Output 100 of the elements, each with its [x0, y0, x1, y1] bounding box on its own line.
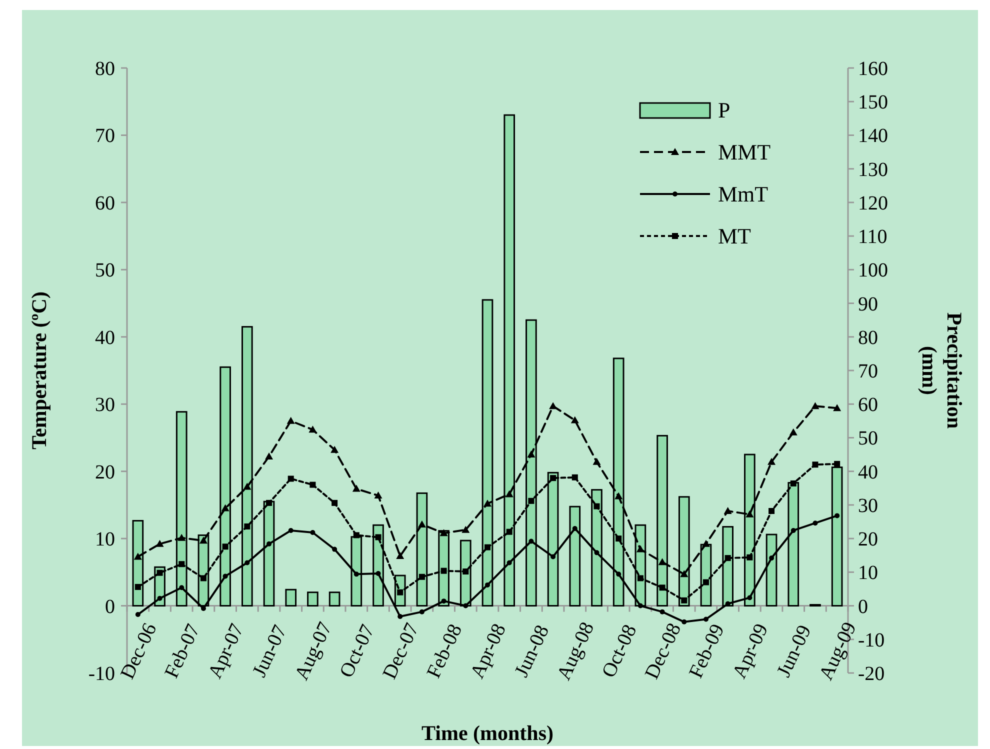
- point: [506, 528, 512, 535]
- point: [243, 482, 252, 490]
- point: [178, 534, 186, 541]
- point: [681, 597, 688, 604]
- point: [702, 579, 709, 586]
- point: [789, 428, 798, 436]
- point: [746, 510, 754, 518]
- point: [179, 585, 184, 590]
- point: [658, 558, 666, 566]
- point: [570, 416, 579, 424]
- point: [222, 544, 228, 550]
- y-tick-label: 0: [105, 596, 115, 618]
- point: [353, 532, 360, 538]
- x-tick-label: Oct-08: [598, 621, 642, 682]
- point: [724, 555, 731, 562]
- y2-tick-label: 0: [858, 596, 868, 618]
- y2-tick-label: 20: [858, 528, 878, 551]
- point: [310, 482, 316, 488]
- point: [768, 508, 775, 514]
- legend-label: MMT: [718, 140, 772, 165]
- x-tick-label: Apr-08: [466, 620, 510, 682]
- point: [614, 492, 623, 500]
- point: [156, 570, 163, 576]
- point: [332, 500, 338, 506]
- point: [462, 526, 470, 533]
- y2-tick-label: 40: [858, 461, 878, 484]
- point: [528, 498, 534, 504]
- point: [550, 554, 556, 560]
- bar: [307, 592, 318, 607]
- point: [440, 529, 448, 536]
- point: [397, 589, 404, 596]
- x-tick-label: Aug-09: [815, 618, 861, 684]
- y2-tick-label: -20: [858, 663, 885, 685]
- point: [266, 541, 272, 546]
- x-tick-label: Jun-08: [510, 622, 554, 681]
- y2-tick-label: -10: [858, 629, 885, 652]
- point: [462, 568, 469, 574]
- point: [637, 575, 644, 582]
- point: [288, 476, 294, 482]
- x-tick-label: Jun-09: [772, 622, 816, 681]
- point: [441, 598, 446, 604]
- y2-tick-label: 120: [858, 192, 888, 214]
- point: [135, 612, 140, 618]
- point: [746, 554, 753, 560]
- y2-tick-label: 60: [858, 394, 878, 416]
- point: [265, 452, 274, 460]
- point: [702, 540, 710, 547]
- point: [550, 475, 556, 482]
- point: [244, 523, 250, 530]
- point: [769, 556, 774, 561]
- point: [812, 462, 818, 468]
- x-tick-label: Dec-07: [378, 620, 424, 683]
- point: [659, 584, 666, 591]
- point: [724, 506, 732, 514]
- y2-tick-label: 50: [858, 428, 878, 450]
- point: [330, 446, 339, 453]
- point: [288, 528, 294, 533]
- point: [310, 530, 316, 536]
- point: [352, 484, 360, 492]
- point: [418, 574, 425, 580]
- y2-axis-title: Precipitation (mm): [917, 312, 967, 429]
- point: [376, 571, 381, 576]
- point: [221, 504, 230, 512]
- point: [811, 402, 820, 410]
- point: [549, 402, 558, 410]
- point: [374, 492, 382, 499]
- point: [396, 552, 404, 560]
- legend-label: P: [718, 98, 730, 123]
- point: [572, 526, 578, 531]
- point: [419, 609, 424, 614]
- point: [594, 503, 600, 510]
- y2-tick-label: 30: [858, 494, 878, 517]
- y2-tick-label: 10: [858, 562, 878, 584]
- point: [398, 614, 403, 620]
- x-tick-label: Feb-09: [684, 620, 729, 682]
- point: [594, 550, 600, 556]
- point: [505, 490, 514, 498]
- y2-tick-label: 110: [858, 226, 888, 248]
- point: [200, 575, 206, 582]
- x-axis-title: Time (months): [421, 721, 554, 745]
- y2-tick-label: 90: [858, 293, 878, 316]
- legend-label: MT: [718, 224, 752, 249]
- point: [440, 568, 447, 574]
- point: [703, 616, 708, 622]
- point: [680, 570, 688, 578]
- point: [660, 609, 665, 614]
- y-tick-label: 20: [95, 461, 115, 484]
- y2-tick-label: 70: [858, 360, 878, 382]
- legend-label: MmT: [718, 182, 769, 207]
- point: [834, 460, 840, 467]
- y2-tick-label: 100: [858, 260, 888, 282]
- point: [572, 474, 578, 480]
- point: [833, 404, 842, 412]
- y-tick-label: 50: [95, 260, 115, 282]
- point: [592, 458, 601, 465]
- point: [790, 480, 796, 486]
- point: [156, 540, 164, 547]
- y-tick-label: 40: [95, 326, 115, 349]
- point: [484, 544, 490, 550]
- point: [638, 603, 643, 608]
